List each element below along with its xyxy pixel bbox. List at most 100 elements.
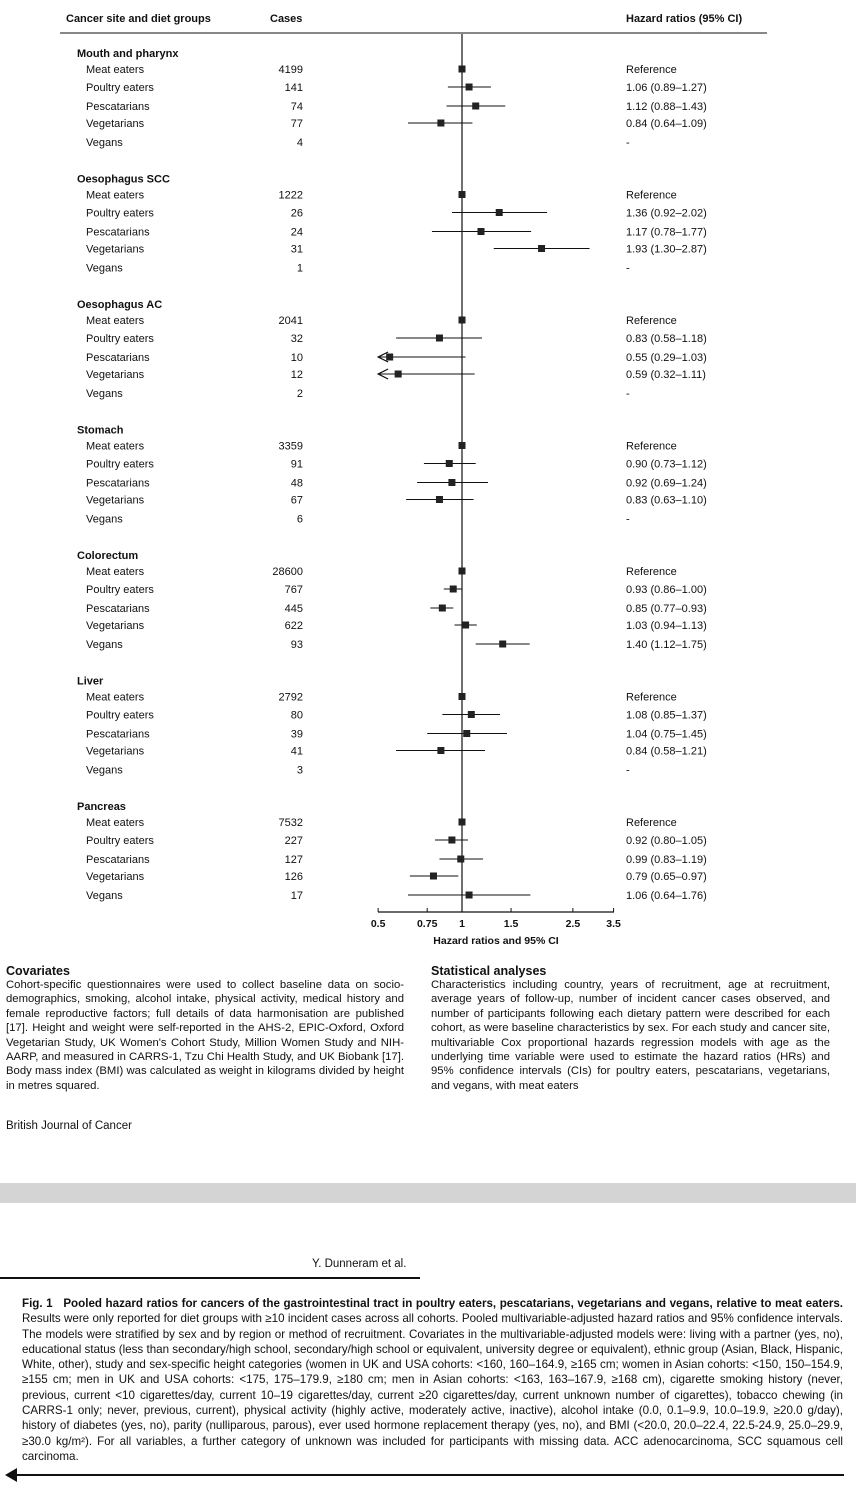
x-tick-label: 2.5 [566, 918, 581, 930]
hr-point [435, 496, 443, 503]
group-label: Colorectum [77, 550, 138, 562]
hr-label: 0.55 (0.29–1.03) [626, 352, 707, 364]
diet-label: Pescatarians [86, 101, 150, 113]
arrow-left-icon [376, 351, 389, 363]
hr-label: 0.85 (0.77–0.93) [626, 603, 707, 615]
hr-label: 0.93 (0.86–1.00) [626, 584, 707, 596]
cases-value: 74 [291, 101, 303, 113]
header-hr: Hazard ratios (95% CI) [626, 13, 742, 25]
cases-value: 3 [297, 765, 303, 777]
cases-value: 32 [291, 333, 303, 345]
arrow-left-icon [376, 368, 389, 380]
hr-point [445, 460, 453, 467]
x-tick-label: 0.75 [417, 918, 438, 930]
cases-value: 91 [291, 459, 303, 471]
statistical-text: Characteristics including country, years… [431, 979, 830, 1092]
caption-text: Results were only reported for diet grou… [22, 1312, 843, 1463]
figure-bottom-rule [14, 1474, 844, 1476]
diet-label: Vegans [86, 388, 123, 400]
diet-label: Meat eaters [86, 441, 145, 453]
hr-label: 1.03 (0.94–1.13) [626, 620, 707, 632]
hr-point [458, 316, 466, 324]
cases-value: 1222 [279, 190, 303, 202]
covariates-section: Covariates Cohort-specific questionnaire… [6, 964, 404, 1093]
group-label: Stomach [77, 425, 124, 437]
diet-label: Meat eaters [86, 692, 145, 704]
cases-value: 24 [291, 227, 303, 239]
hr-label: 0.99 (0.83–1.19) [626, 854, 707, 866]
hr-label: 0.79 (0.65–0.97) [626, 871, 707, 883]
hr-point [472, 102, 480, 110]
diet-label: Meat eaters [86, 566, 145, 578]
diet-label: Vegans [86, 263, 123, 275]
cases-value: 1 [297, 263, 303, 275]
hr-label: 0.84 (0.64–1.09) [626, 118, 707, 130]
hr-label: Reference [626, 817, 677, 829]
hr-point [458, 191, 466, 198]
diet-label: Poultry eaters [86, 333, 154, 345]
hr-label: 1.17 (0.78–1.77) [626, 227, 707, 239]
cases-value: 622 [285, 620, 303, 632]
hr-label: 0.59 (0.32–1.11) [626, 369, 706, 381]
hr-point [538, 245, 546, 252]
cases-value: 31 [291, 244, 303, 256]
hr-label: 0.90 (0.73–1.12) [626, 459, 707, 471]
hr-label: 0.84 (0.58–1.21) [626, 746, 707, 758]
hr-point [462, 621, 470, 629]
hr-label: 0.83 (0.58–1.18) [626, 333, 707, 345]
hr-label: 1.06 (0.64–1.76) [626, 890, 707, 902]
x-tick-label: 3.5 [606, 918, 621, 930]
hr-point [467, 711, 475, 718]
figure-caption: Fig. 1 Pooled hazard ratios for cancers … [22, 1296, 843, 1464]
diet-label: Poultry eaters [86, 835, 154, 847]
x-axis-label: Hazard ratios and 95% CI [433, 935, 559, 947]
statistical-heading: Statistical analyses [431, 964, 547, 978]
hr-point [458, 693, 466, 700]
group-label: Oesophagus SCC [77, 174, 170, 186]
diet-label: Vegans [86, 639, 123, 651]
hr-point [458, 442, 466, 449]
diet-label: Vegetarians [86, 871, 145, 883]
hr-label: - [626, 388, 630, 400]
caption-title: Pooled hazard ratios for cancers of the … [63, 1297, 844, 1310]
hr-point [465, 891, 473, 899]
hr-label: 0.83 (0.63–1.10) [626, 495, 707, 507]
hr-label: 1.04 (0.75–1.45) [626, 729, 707, 741]
hr-point [438, 604, 446, 612]
cases-value: 7532 [279, 817, 303, 829]
cases-value: 67 [291, 495, 303, 507]
diet-label: Pescatarians [86, 854, 150, 866]
diet-label: Vegetarians [86, 118, 145, 130]
cases-value: 126 [285, 871, 303, 883]
diet-label: Vegetarians [86, 746, 145, 758]
header-cases: Cases [270, 13, 302, 25]
cases-value: 4 [297, 137, 303, 149]
statistical-section: Statistical analyses Characteristics inc… [431, 964, 830, 1093]
cases-value: 77 [291, 118, 303, 130]
hr-point [499, 640, 507, 648]
cases-value: 767 [285, 584, 303, 596]
x-tick-label: 1 [459, 918, 465, 930]
diet-label: Vegans [86, 137, 123, 149]
diet-label: Poultry eaters [86, 710, 154, 722]
diet-label: Vegetarians [86, 369, 145, 381]
diet-label: Vegetarians [86, 244, 145, 256]
hr-label: - [626, 137, 630, 149]
hr-point [437, 119, 445, 127]
hr-label: 1.36 (0.92–2.02) [626, 208, 707, 220]
hr-point [457, 855, 465, 863]
hr-point [448, 836, 456, 844]
cases-value: 2 [297, 388, 303, 400]
hr-label: - [626, 514, 630, 526]
cases-value: 80 [291, 710, 303, 722]
covariates-text: Cohort-specific questionnaires were used… [6, 979, 404, 1092]
cases-value: 17 [291, 890, 303, 902]
hr-point [458, 567, 466, 575]
diet-label: Pescatarians [86, 352, 150, 364]
diet-label: Poultry eaters [86, 208, 154, 220]
cases-value: 12 [291, 369, 303, 381]
cases-value: 26 [291, 208, 303, 220]
diet-label: Poultry eaters [86, 459, 154, 471]
header-rule [0, 1277, 420, 1279]
diet-label: Vegans [86, 514, 123, 526]
